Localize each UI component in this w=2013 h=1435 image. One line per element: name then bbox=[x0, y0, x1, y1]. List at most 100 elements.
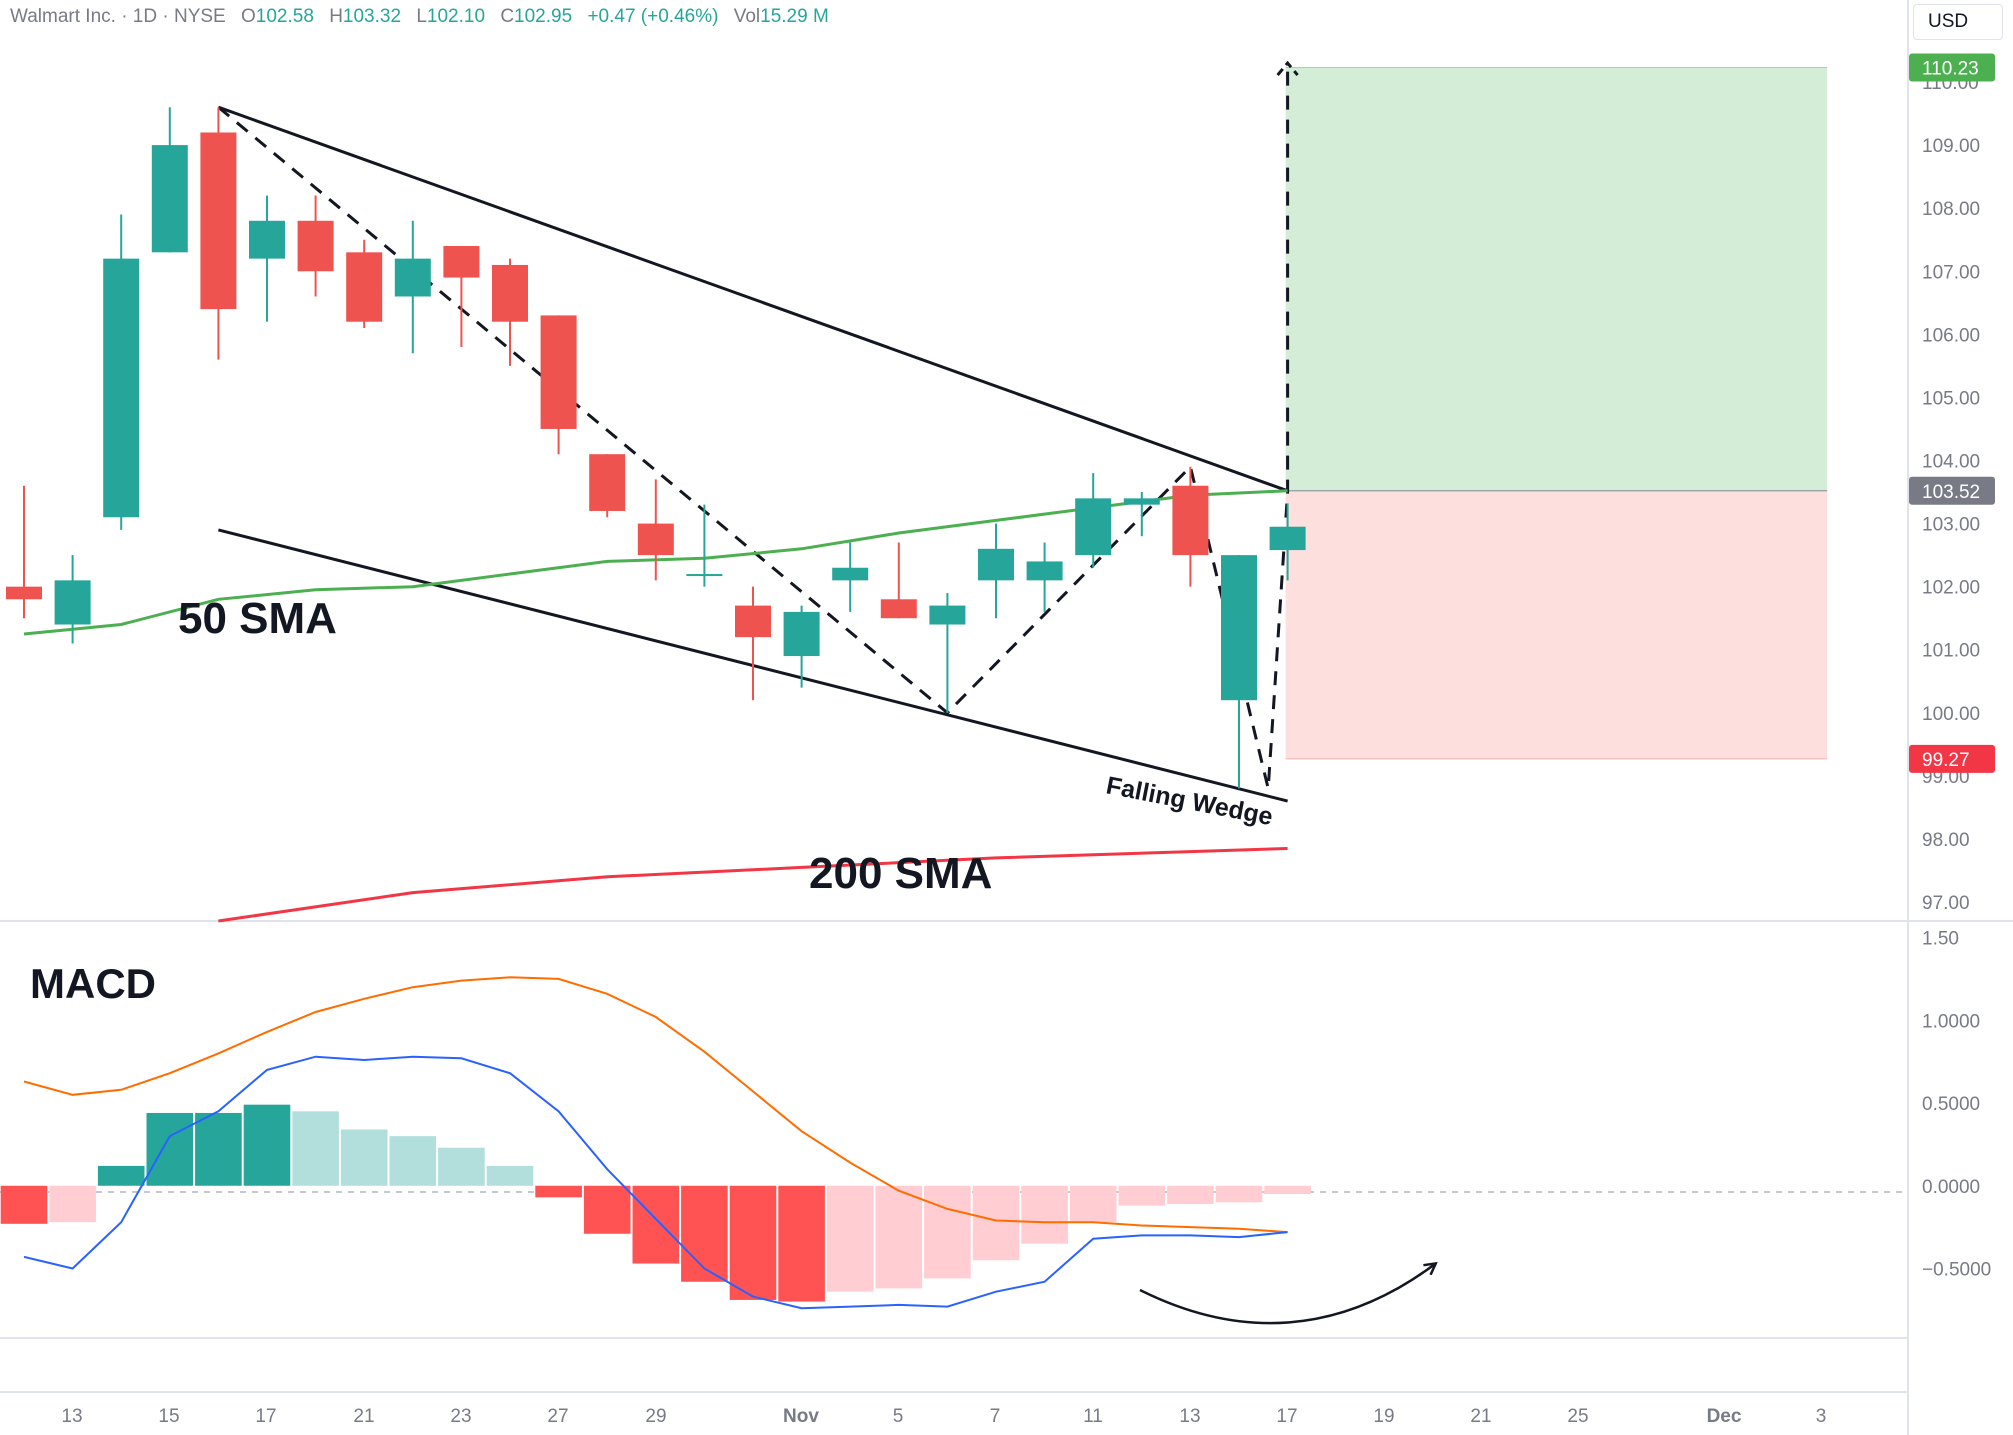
sma50-annotation: 50 SMA bbox=[178, 594, 337, 643]
macd-histogram-bar bbox=[1069, 1185, 1117, 1223]
symbol-name[interactable]: Walmart Inc. · 1D · NYSE bbox=[10, 6, 226, 27]
macd-histogram-bar bbox=[0, 1185, 48, 1224]
candle-body bbox=[589, 454, 626, 511]
macd-tick-label: 0.0000 bbox=[1922, 1177, 1980, 1198]
time-tick-label: 7 bbox=[990, 1406, 1001, 1427]
price-tick-label: 97.00 bbox=[1922, 893, 1970, 914]
time-tick-label: 11 bbox=[1083, 1406, 1103, 1427]
wedge-upper-line bbox=[217, 105, 1289, 493]
macd-histogram-bar bbox=[972, 1185, 1020, 1261]
time-tick-label: 21 bbox=[353, 1406, 374, 1427]
low-label: L bbox=[416, 6, 427, 27]
low-value: 102.10 bbox=[426, 6, 486, 27]
price-tick-label: 109.00 bbox=[1922, 136, 1980, 157]
candle-body bbox=[1075, 498, 1112, 556]
macd-histogram-bar bbox=[146, 1112, 194, 1186]
candle-body bbox=[394, 258, 431, 297]
macd-histogram-bar bbox=[1167, 1185, 1214, 1204]
falling-wedge-pattern[interactable] bbox=[217, 60, 1299, 803]
price-tick-label: 106.00 bbox=[1922, 325, 1980, 346]
volume-label: Vol bbox=[733, 6, 761, 27]
price-tag-box bbox=[1909, 53, 1995, 82]
price-tag-label: 103.52 bbox=[1922, 482, 1980, 503]
time-tick-label: 15 bbox=[158, 1406, 179, 1427]
price-tick-label: 105.00 bbox=[1922, 388, 1980, 409]
candle-body bbox=[783, 611, 820, 657]
price-tags: 110.23 103.52 99.27 bbox=[1909, 53, 1995, 773]
macd-histogram-bar bbox=[1215, 1185, 1263, 1203]
close-label: C bbox=[500, 6, 515, 27]
time-tick-label: 23 bbox=[450, 1406, 471, 1427]
candle-body bbox=[492, 264, 528, 322]
open-value: 102.58 bbox=[255, 6, 314, 27]
macd-tick-label: 1.50 bbox=[1922, 929, 1959, 950]
time-tick-label: 13 bbox=[61, 1406, 82, 1427]
macd-histogram-bar bbox=[1264, 1185, 1311, 1195]
candle-body bbox=[1123, 498, 1160, 505]
macd-axis[interactable]: 1.50 1.0000 0.5000 0.0000 −0.5000 bbox=[1922, 929, 1991, 1281]
signal-line bbox=[23, 976, 1288, 1234]
price-tick-label: 101.00 bbox=[1922, 641, 1980, 662]
time-tick-label: 19 bbox=[1373, 1406, 1394, 1427]
macd-histogram-bar bbox=[632, 1185, 680, 1264]
price-tick-label: 107.00 bbox=[1922, 262, 1980, 283]
long-position-tool[interactable] bbox=[1285, 66, 1828, 760]
time-tick-label: 21 bbox=[1470, 1406, 1491, 1427]
macd-histogram-bar bbox=[729, 1185, 777, 1300]
high-label: H bbox=[329, 6, 343, 27]
falling-wedge-annotation: Falling Wedge bbox=[1104, 771, 1275, 831]
currency-button[interactable]: USD bbox=[1913, 4, 2003, 40]
candle-body bbox=[1026, 561, 1063, 581]
candle-body bbox=[735, 605, 771, 638]
time-axis[interactable]: 13 15 17 21 23 27 29 Nov 5 7 11 13 17 19 21 25 Dec 3 bbox=[61, 1406, 1826, 1427]
candle-body bbox=[1221, 555, 1257, 701]
macd-histogram-bar bbox=[438, 1147, 485, 1186]
curved-arrow-icon bbox=[1139, 1264, 1435, 1325]
price-axis[interactable]: 97.0098.0099.00100.00101.00102.00103.001… bbox=[1922, 10, 1980, 914]
high-value: 103.32 bbox=[342, 6, 402, 27]
macd-histogram-bar bbox=[340, 1129, 388, 1186]
candle-body bbox=[200, 132, 237, 310]
symbol-header: Walmart Inc. · 1D · NYSE O102.58 H103.32… bbox=[10, 6, 829, 28]
stop-zone bbox=[1285, 490, 1828, 759]
candle-body bbox=[151, 145, 188, 253]
macd-line bbox=[23, 1055, 1288, 1310]
candle-body bbox=[832, 567, 869, 581]
price-tick-label: 103.00 bbox=[1922, 515, 1980, 536]
sma200-line bbox=[218, 847, 1288, 923]
time-tick-label: 17 bbox=[255, 1406, 276, 1427]
candle-body bbox=[540, 315, 577, 429]
price-tag-box bbox=[1909, 476, 1995, 505]
candle-body bbox=[297, 220, 334, 272]
macd-title: MACD bbox=[30, 960, 156, 1007]
macd-tick-label: −0.5000 bbox=[1922, 1260, 1991, 1281]
macd-histogram-bar bbox=[681, 1185, 728, 1282]
price-pane: 97.0098.0099.00100.00101.00102.00103.001… bbox=[6, 10, 1995, 923]
macd-pane: 1.50 1.0000 0.5000 0.0000 −0.5000 MACD bbox=[0, 929, 1991, 1325]
price-tag-label: 110.23 bbox=[1922, 58, 1979, 79]
candle-body bbox=[443, 246, 480, 278]
macd-histogram bbox=[0, 1104, 1311, 1302]
macd-histogram-bar bbox=[1118, 1185, 1166, 1206]
price-annotations: 50 SMA 200 SMA Falling Wedge bbox=[178, 594, 1275, 898]
candle-body bbox=[929, 605, 966, 625]
macd-tick-label: 0.5000 bbox=[1922, 1094, 1980, 1115]
price-tick-label: 100.00 bbox=[1922, 704, 1980, 725]
macd-histogram-bar bbox=[97, 1165, 145, 1186]
target-zone bbox=[1285, 67, 1828, 491]
price-tag-box bbox=[1909, 744, 1995, 773]
sma200-annotation: 200 SMA bbox=[809, 849, 992, 898]
candle-body bbox=[346, 252, 383, 322]
time-tick-label: 29 bbox=[645, 1406, 666, 1427]
macd-lines bbox=[23, 976, 1288, 1310]
macd-histogram-bar bbox=[243, 1104, 291, 1186]
price-tick-label: 104.00 bbox=[1922, 452, 1980, 473]
macd-histogram-bar bbox=[535, 1185, 582, 1198]
macd-histogram-bar bbox=[583, 1185, 631, 1234]
macd-histogram-bar bbox=[195, 1112, 242, 1186]
candle-body bbox=[249, 220, 285, 259]
macd-histogram-bar bbox=[486, 1165, 534, 1186]
macd-histogram-bar bbox=[292, 1111, 339, 1186]
macd-histogram-bar bbox=[875, 1185, 923, 1289]
